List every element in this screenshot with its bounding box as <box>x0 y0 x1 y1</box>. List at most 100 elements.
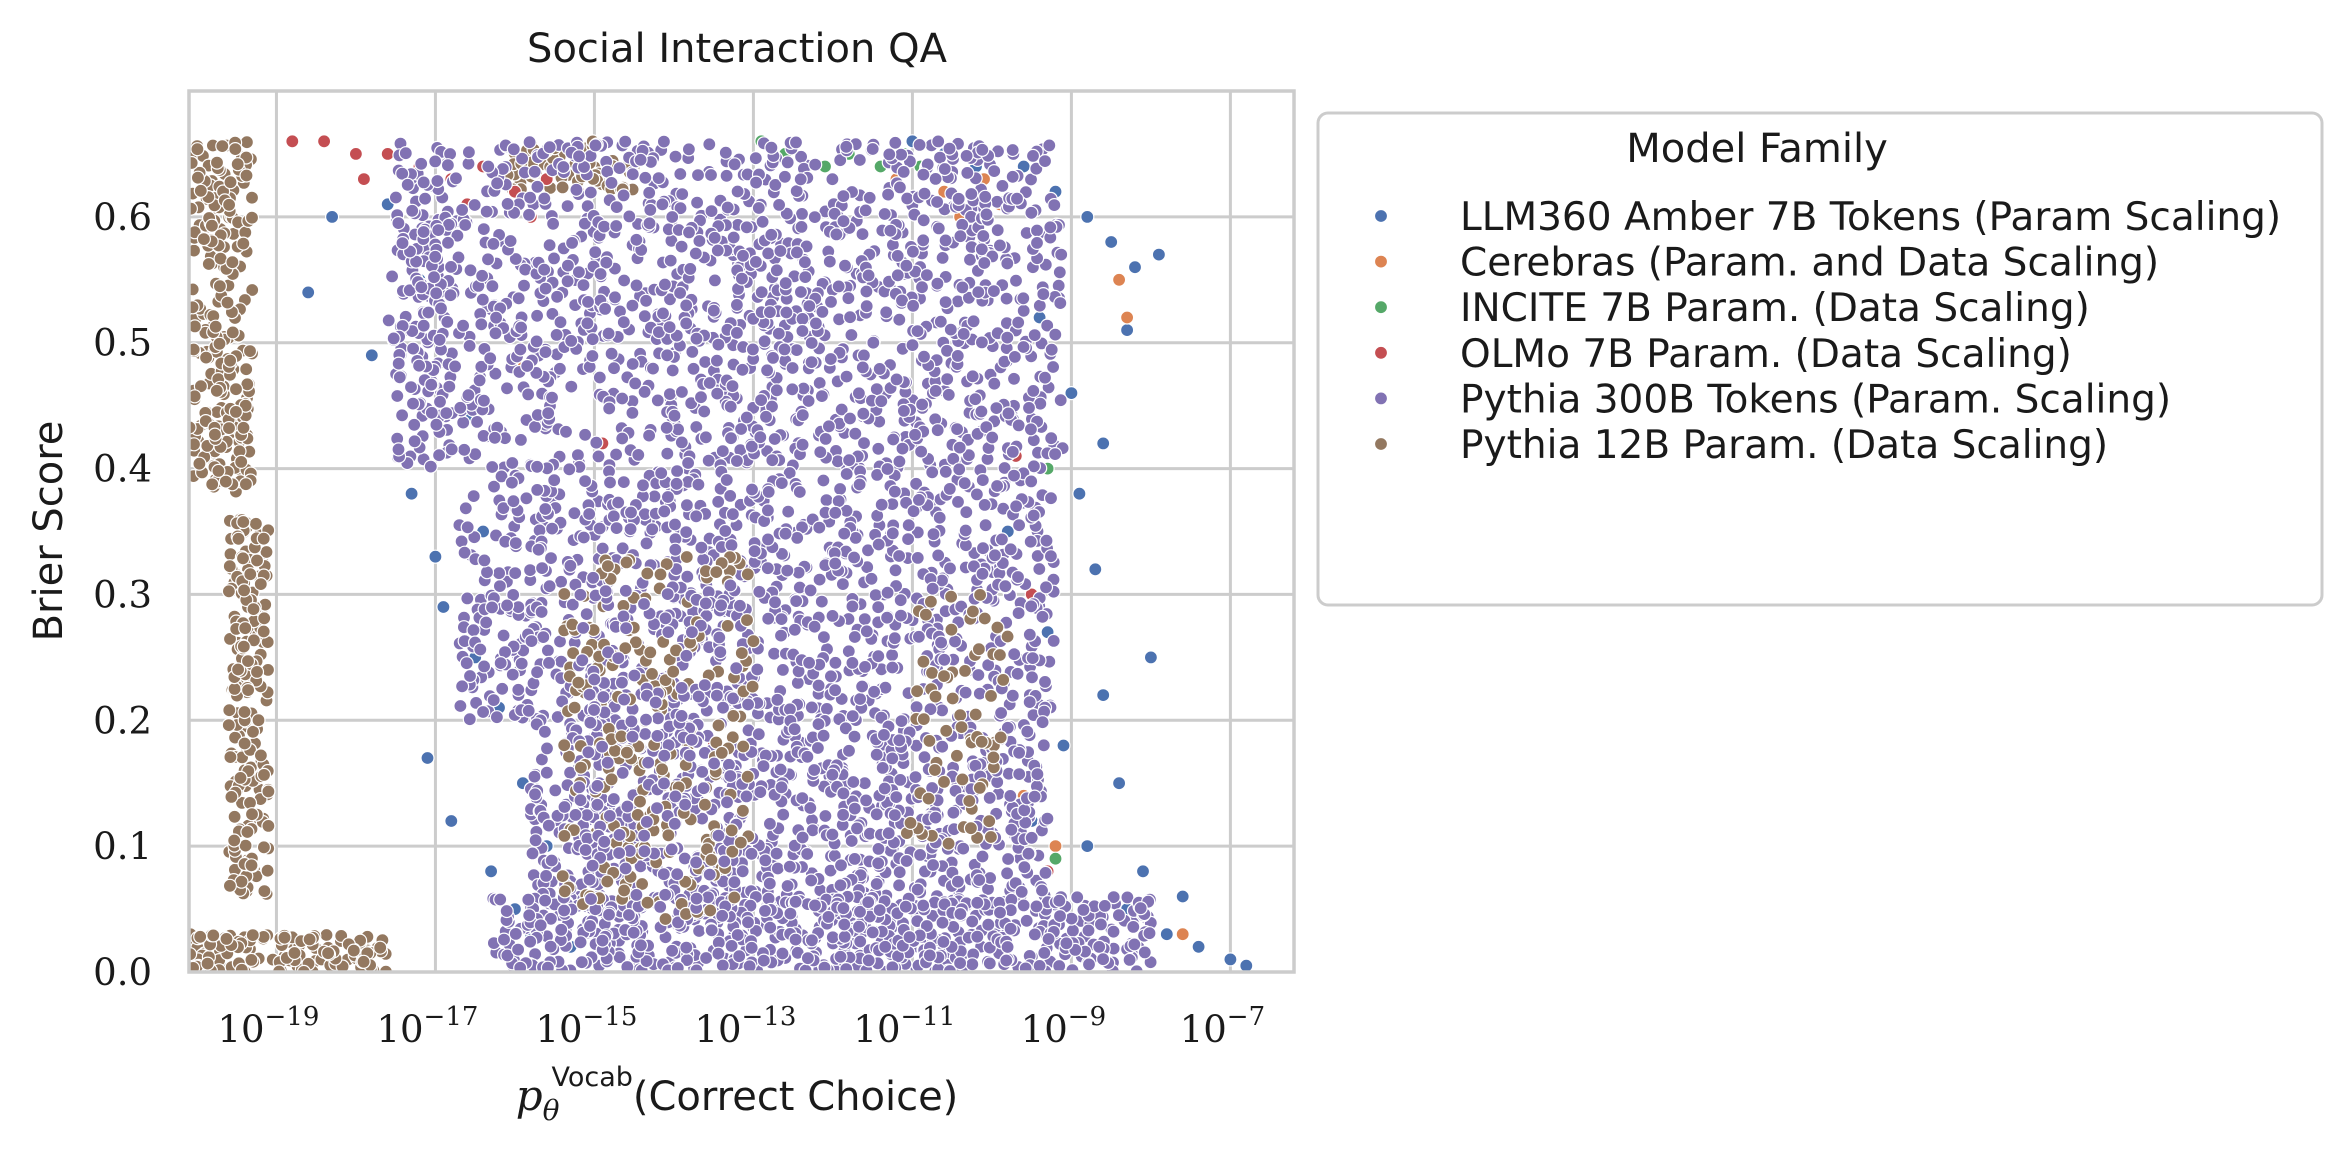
point-pythia <box>833 878 848 893</box>
point-pythia <box>588 138 603 153</box>
point-pythia <box>1016 291 1031 306</box>
point-pythia <box>674 435 689 450</box>
point-pythia <box>798 270 813 285</box>
point-pythia <box>723 431 739 446</box>
point-pythia <box>917 750 932 765</box>
point-pythia <box>767 595 783 610</box>
point-pythia <box>711 337 726 352</box>
point-pythia <box>818 808 833 824</box>
point-pythia <box>995 178 1010 193</box>
point-pythia <box>547 473 562 488</box>
point-pythia <box>189 960 201 972</box>
point-pythia <box>615 431 630 446</box>
point-pythia <box>974 734 989 749</box>
point-pythia <box>631 447 646 462</box>
point-pythia <box>667 408 682 423</box>
point-pythia <box>1019 913 1034 928</box>
point-pythia <box>748 254 764 269</box>
point-pythia <box>244 858 259 873</box>
point-pythia <box>990 223 1005 238</box>
point-pythia <box>577 474 593 489</box>
point-pythia <box>1029 235 1045 250</box>
point-pythia <box>858 793 874 808</box>
point-pythia <box>928 689 943 704</box>
point-pythia <box>900 531 916 547</box>
point-pythia <box>459 656 474 671</box>
point-pythia <box>1017 860 1032 875</box>
point-pythia <box>774 611 789 627</box>
point-pythia <box>475 292 490 307</box>
point-pythia <box>839 139 854 154</box>
point-pythia <box>694 540 709 555</box>
point-pythia <box>248 516 263 531</box>
point-pythia <box>475 268 490 283</box>
point-pythia <box>616 188 631 203</box>
point-pythia <box>612 827 627 843</box>
point-pythia <box>779 305 794 320</box>
point-pythia <box>942 481 957 496</box>
point-pythia <box>481 159 496 174</box>
point-pythia <box>888 563 903 578</box>
point-pythia <box>253 748 268 763</box>
point-pythia <box>710 243 725 258</box>
point-pythia <box>766 646 782 661</box>
point-pythia <box>930 276 945 291</box>
point-pythia <box>511 291 526 306</box>
point-pythia <box>675 187 690 202</box>
point-pythia <box>525 846 540 861</box>
point-pythia <box>979 207 994 222</box>
point-pythia <box>819 701 835 717</box>
point-pythia <box>819 493 834 508</box>
point-pythia <box>816 728 831 743</box>
point-pythia <box>746 634 761 649</box>
point-pythia <box>859 284 874 299</box>
point-pythia <box>609 520 624 536</box>
point-pythia <box>529 665 545 680</box>
point-pythia <box>889 789 904 805</box>
point-pythia <box>222 559 237 574</box>
point-pythia <box>727 875 742 890</box>
point-llm360 <box>404 486 419 501</box>
point-pythia <box>388 190 403 205</box>
point-pythia <box>885 660 900 675</box>
point-pythia <box>213 251 228 266</box>
point-pythia <box>546 251 562 266</box>
point-pythia <box>935 915 950 930</box>
point-pythia <box>645 361 661 376</box>
point-pythia <box>734 271 750 286</box>
point-pythia <box>950 874 966 889</box>
point-pythia <box>476 393 491 408</box>
point-llm360 <box>1096 436 1111 451</box>
point-pythia <box>836 189 851 204</box>
point-pythia <box>571 149 587 164</box>
point-llm360 <box>436 599 451 615</box>
point-pythia <box>923 594 939 609</box>
point-pythia <box>1039 533 1054 548</box>
point-pythia <box>914 280 930 295</box>
point-pythia <box>625 405 640 420</box>
point-pythia <box>1024 474 1039 489</box>
point-pythia <box>257 611 272 626</box>
point-pythia <box>1037 674 1053 690</box>
point-pythia <box>521 207 537 222</box>
point-pythia <box>789 593 804 609</box>
point-pythia <box>696 552 711 567</box>
point-pythia <box>669 464 685 479</box>
point-pythia <box>585 348 600 364</box>
point-llm360 <box>301 285 316 300</box>
point-pythia <box>939 723 954 738</box>
point-pythia <box>479 565 495 580</box>
point-pythia <box>302 932 317 947</box>
point-pythia <box>1052 893 1067 908</box>
point-pythia <box>851 919 867 934</box>
point-pythia <box>856 436 872 451</box>
point-llm360 <box>1191 939 1206 954</box>
point-pythia <box>246 633 261 648</box>
point-olmo <box>317 134 332 149</box>
point-pythia <box>476 222 491 237</box>
point-pythia <box>1001 406 1016 421</box>
point-pythia <box>1007 349 1023 364</box>
point-pythia <box>674 384 690 400</box>
point-pythia <box>1065 963 1080 972</box>
point-pythia <box>1000 851 1016 867</box>
